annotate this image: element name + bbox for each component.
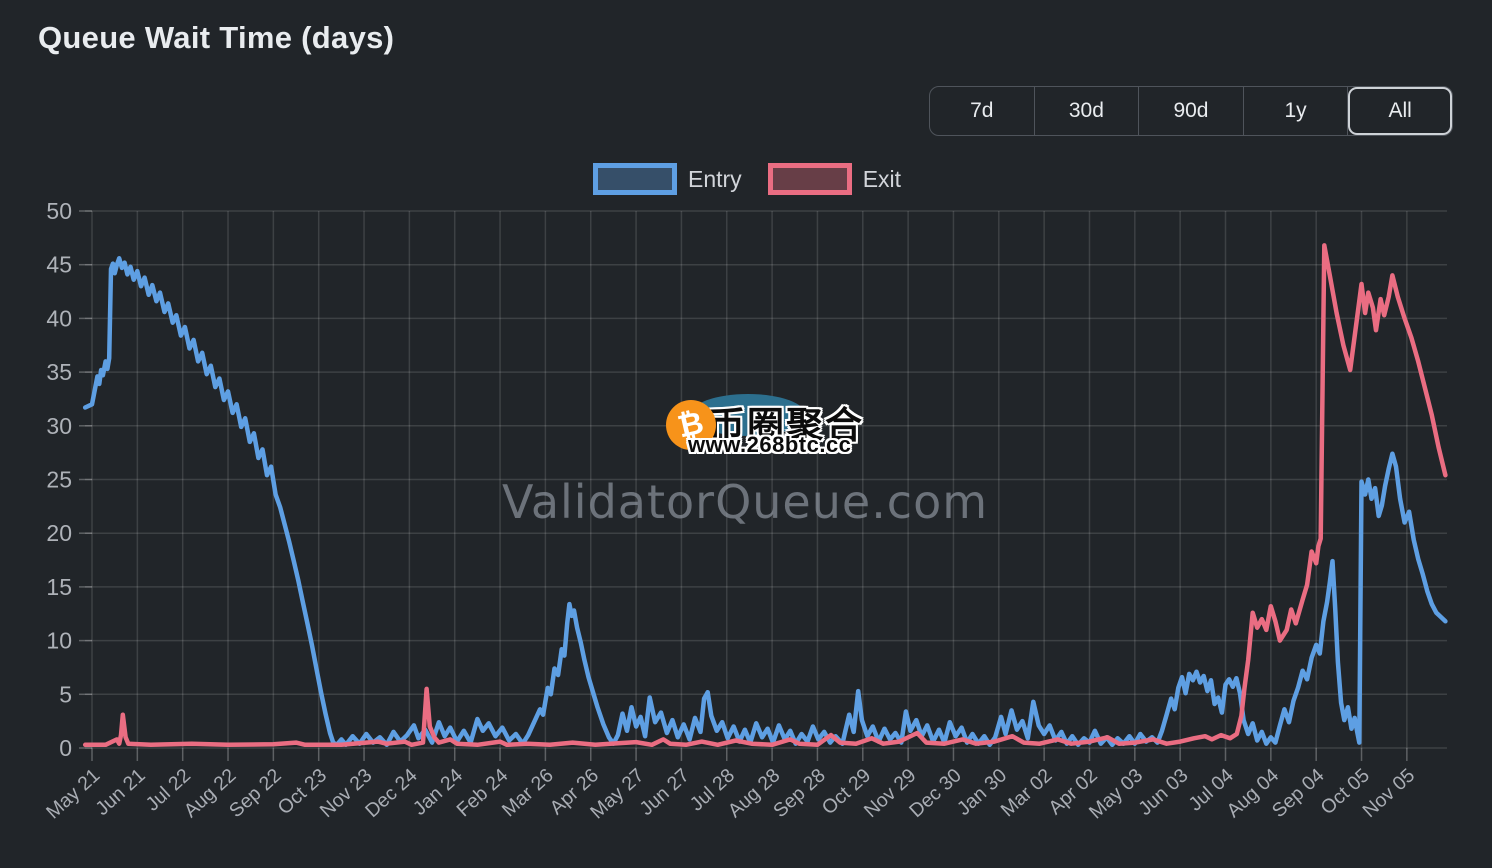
x-tick-label: Jun 27 — [636, 764, 694, 820]
x-tick-label: Nov 23 — [316, 764, 377, 822]
x-tick-label: Jul 28 — [686, 764, 739, 815]
x-tick-label: Apr 26 — [546, 764, 603, 819]
page-title: Queue Wait Time (days) — [38, 20, 395, 55]
x-tick-label: Apr 02 — [1044, 764, 1101, 819]
x-tick-label: Sep 28 — [769, 764, 830, 822]
range-button-90d[interactable]: 90d — [1139, 87, 1244, 135]
y-tick-label: 25 — [46, 467, 72, 493]
x-tick-label: Jun 21 — [91, 764, 149, 820]
y-tick-label: 35 — [46, 359, 72, 385]
y-tick-label: 20 — [46, 520, 72, 546]
y-tick-label: 30 — [46, 413, 72, 439]
x-tick-label: Aug 28 — [724, 764, 785, 822]
x-tick-label: Jan 30 — [953, 764, 1011, 820]
y-tick-label: 0 — [59, 735, 72, 761]
x-tick-label: Jan 24 — [409, 764, 467, 820]
logo-url: www.268btc.cc — [688, 432, 852, 457]
range-button-7d[interactable]: 7d — [930, 87, 1035, 135]
site-watermark: ValidatorQueue.com — [501, 475, 989, 529]
x-tick-label: Jun 03 — [1134, 764, 1192, 820]
y-tick-label: 10 — [46, 628, 72, 654]
x-tick-label: Nov 05 — [1359, 764, 1420, 822]
entry-series-label: Entry — [688, 165, 742, 192]
exit-series-swatch — [767, 163, 852, 195]
y-tick-label: 50 — [46, 198, 72, 224]
x-tick-label: Dec 30 — [905, 764, 966, 822]
x-tick-label: Mar 02 — [997, 764, 1057, 821]
x-tick-label: Mar 26 — [498, 764, 558, 821]
entry-series-swatch — [593, 163, 677, 195]
x-tick-label: May 21 — [42, 764, 104, 823]
legend-item-exit[interactable]: Exit — [767, 163, 902, 195]
x-tick-label: Aug 22 — [180, 764, 241, 822]
y-tick-label: 40 — [46, 305, 72, 331]
x-tick-label: Nov 29 — [860, 764, 921, 822]
range-button-1y[interactable]: 1y — [1244, 87, 1349, 135]
x-tick-label: Feb 24 — [453, 764, 513, 821]
x-tick-label: Aug 04 — [1223, 764, 1284, 822]
x-tick-label: Sep 04 — [1268, 764, 1329, 822]
x-tick-label: Dec 24 — [361, 764, 422, 822]
range-button-all[interactable]: All — [1348, 87, 1452, 135]
range-button-30d[interactable]: 30d — [1035, 87, 1140, 135]
x-tick-label: Oct 05 — [1316, 764, 1374, 819]
x-tick-label: Oct 29 — [818, 764, 875, 819]
exit-series-label: Exit — [862, 165, 902, 192]
time-range-selector: 7d 30d 90d 1y All — [929, 86, 1453, 136]
x-tick-label: Jul 04 — [1184, 764, 1238, 815]
x-tick-label: Sep 22 — [225, 764, 286, 822]
y-tick-label: 5 — [59, 681, 72, 707]
legend-item-entry[interactable]: Entry — [593, 163, 742, 195]
x-tick-label: May 03 — [1085, 764, 1147, 823]
y-tick-label: 45 — [46, 252, 72, 278]
x-tick-label: May 27 — [586, 764, 648, 823]
chart-legend: Entry Exit — [593, 163, 927, 195]
x-tick-label: Oct 23 — [274, 764, 331, 819]
x-tick-label: Jul 22 — [142, 764, 195, 815]
y-tick-label: 15 — [46, 574, 72, 600]
site-logo: ₿ 币圈聚合 www.268btc.cc — [664, 394, 924, 464]
